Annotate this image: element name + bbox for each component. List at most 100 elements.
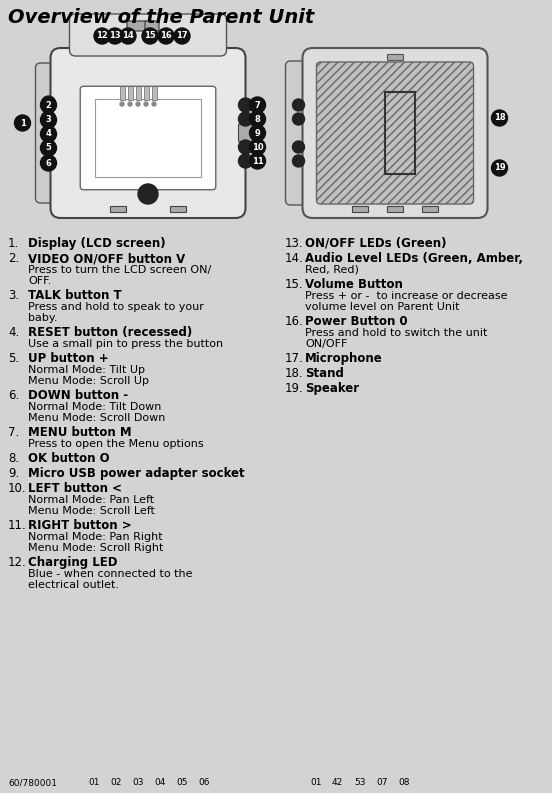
Text: 03: 03	[132, 778, 144, 787]
Circle shape	[138, 184, 158, 204]
FancyBboxPatch shape	[316, 62, 474, 204]
Circle shape	[144, 102, 148, 106]
Text: ON/OFF LEDs (Green): ON/OFF LEDs (Green)	[305, 237, 447, 250]
Text: TALK button T: TALK button T	[28, 289, 121, 302]
Text: Press and hold to switch the unit: Press and hold to switch the unit	[305, 328, 487, 338]
Text: 02: 02	[110, 778, 121, 787]
Text: 6: 6	[46, 159, 51, 167]
Bar	[422, 206, 438, 212]
Bar	[170, 206, 186, 212]
Bar	[387, 54, 403, 60]
Text: 19.: 19.	[285, 382, 304, 395]
Text: Normal Mode: Tilt Up: Normal Mode: Tilt Up	[28, 365, 145, 375]
Circle shape	[491, 160, 507, 176]
Text: 13.: 13.	[285, 237, 304, 250]
Circle shape	[142, 28, 158, 44]
Text: 13: 13	[109, 32, 121, 40]
Bar	[95, 99, 201, 177]
Circle shape	[40, 112, 56, 128]
Text: Audio Level LEDs (Green, Amber,: Audio Level LEDs (Green, Amber,	[305, 252, 523, 265]
Text: 10: 10	[252, 143, 263, 151]
Text: Power Button 0: Power Button 0	[305, 315, 407, 328]
Circle shape	[41, 156, 56, 170]
FancyBboxPatch shape	[307, 124, 320, 142]
FancyBboxPatch shape	[285, 61, 314, 205]
Circle shape	[250, 111, 266, 127]
Text: Overview of the Parent Unit: Overview of the Parent Unit	[8, 8, 314, 27]
Text: 9.: 9.	[8, 467, 19, 480]
Text: baby.: baby.	[28, 313, 57, 323]
Circle shape	[293, 141, 305, 153]
Circle shape	[250, 97, 266, 113]
Circle shape	[152, 102, 156, 106]
Bar	[144, 86, 149, 100]
Text: Menu Mode: Scroll Right: Menu Mode: Scroll Right	[28, 543, 163, 553]
Circle shape	[41, 96, 56, 110]
Text: RESET button (recessed): RESET button (recessed)	[28, 326, 192, 339]
Text: Micro USB power adapter socket: Micro USB power adapter socket	[28, 467, 245, 480]
Text: 8: 8	[254, 114, 261, 124]
Circle shape	[136, 102, 140, 106]
Text: 1: 1	[19, 118, 25, 128]
Circle shape	[250, 139, 266, 155]
FancyBboxPatch shape	[127, 21, 147, 31]
Text: Stand: Stand	[305, 367, 344, 380]
FancyBboxPatch shape	[145, 21, 159, 31]
Bar	[387, 206, 403, 212]
Text: Press to turn the LCD screen ON/: Press to turn the LCD screen ON/	[28, 265, 211, 275]
Bar	[120, 86, 125, 100]
Circle shape	[250, 125, 266, 141]
Circle shape	[120, 28, 136, 44]
Bar	[128, 86, 133, 100]
Circle shape	[238, 112, 252, 126]
Text: Press + or -  to increase or decrease: Press + or - to increase or decrease	[305, 291, 507, 301]
Text: 17.: 17.	[285, 352, 304, 365]
Text: 3.: 3.	[8, 289, 19, 302]
Circle shape	[94, 28, 110, 44]
Text: 3: 3	[46, 116, 51, 125]
Text: Volume Button: Volume Button	[305, 278, 403, 291]
Circle shape	[293, 99, 305, 111]
Bar	[110, 206, 126, 212]
Circle shape	[238, 140, 252, 154]
Text: Blue - when connected to the: Blue - when connected to the	[28, 569, 193, 579]
Text: 53: 53	[354, 778, 365, 787]
Text: 10.: 10.	[8, 482, 26, 495]
Text: 42: 42	[332, 778, 343, 787]
Text: DOWN button -: DOWN button -	[28, 389, 128, 402]
Text: Display (LCD screen): Display (LCD screen)	[28, 237, 166, 250]
Text: Speaker: Speaker	[305, 382, 359, 395]
Text: Microphone: Microphone	[305, 352, 383, 365]
FancyBboxPatch shape	[80, 86, 216, 190]
Text: Charging LED: Charging LED	[28, 556, 118, 569]
Text: 16.: 16.	[285, 315, 304, 328]
Text: 2: 2	[46, 101, 51, 109]
Text: Normal Mode: Tilt Down: Normal Mode: Tilt Down	[28, 402, 161, 412]
Text: Menu Mode: Scroll Left: Menu Mode: Scroll Left	[28, 506, 155, 516]
Text: 8.: 8.	[8, 452, 19, 465]
Text: 14.: 14.	[285, 252, 304, 265]
Text: 14: 14	[122, 32, 134, 40]
Text: OK button O: OK button O	[28, 452, 110, 465]
Text: MENU button M: MENU button M	[28, 426, 131, 439]
Text: 11: 11	[252, 156, 263, 166]
Circle shape	[14, 115, 30, 131]
Text: 18.: 18.	[285, 367, 304, 380]
FancyBboxPatch shape	[50, 48, 246, 218]
Circle shape	[40, 126, 56, 142]
Text: VIDEO ON/OFF button V: VIDEO ON/OFF button V	[28, 252, 185, 265]
Circle shape	[250, 153, 266, 169]
Bar	[352, 206, 368, 212]
Text: Normal Mode: Pan Right: Normal Mode: Pan Right	[28, 532, 163, 542]
Text: 15.: 15.	[285, 278, 304, 291]
Circle shape	[41, 111, 56, 125]
Text: 04: 04	[154, 778, 166, 787]
Text: 6.: 6.	[8, 389, 19, 402]
Circle shape	[293, 113, 305, 125]
Text: volume level on Parent Unit: volume level on Parent Unit	[305, 302, 459, 312]
FancyBboxPatch shape	[302, 48, 487, 218]
Text: LEFT button <: LEFT button <	[28, 482, 122, 495]
Text: UP button +: UP button +	[28, 352, 109, 365]
Text: 05: 05	[176, 778, 188, 787]
Text: 7.: 7.	[8, 426, 19, 439]
